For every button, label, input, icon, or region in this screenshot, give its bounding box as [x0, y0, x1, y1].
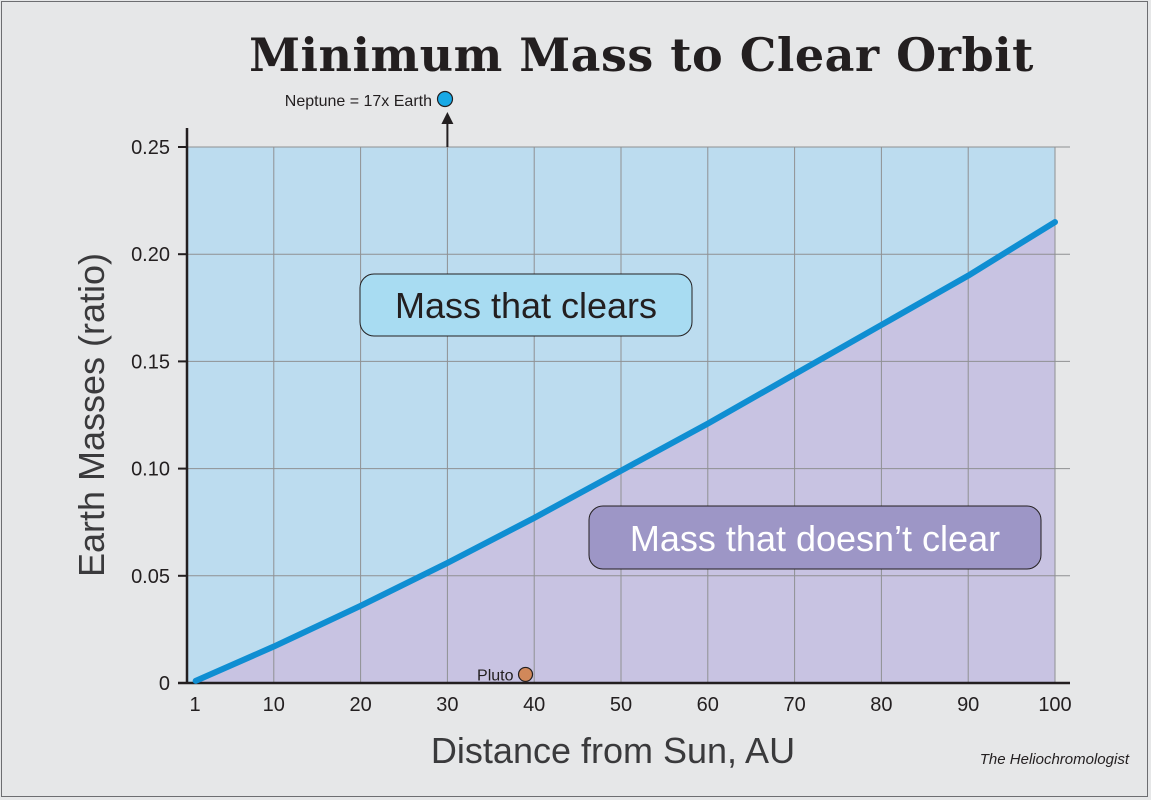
credit-label: The Heliochromologist — [979, 751, 1129, 768]
pluto-label: Pluto — [477, 667, 514, 684]
x-tick-label: 20 — [349, 694, 371, 716]
x-tick-label: 50 — [610, 694, 632, 716]
x-tick-label: 40 — [523, 694, 545, 716]
x-tick-label: 100 — [1038, 694, 1071, 716]
y-axis-title: Earth Masses (ratio) — [71, 253, 112, 577]
x-tick-label: 60 — [697, 694, 719, 716]
x-tick-label: 80 — [870, 694, 892, 716]
neptune-arrow-head — [441, 112, 454, 124]
x-axis-title: Distance from Sun, AU — [431, 730, 795, 771]
y-tick-label: 0.15 — [131, 351, 170, 373]
label-box-doesnt-clear — [588, 505, 1042, 570]
y-tick-label: 0.20 — [131, 244, 170, 266]
y-tick-label: 0 — [159, 673, 170, 695]
pluto-marker — [517, 666, 534, 683]
neptune-label: Neptune = 17x Earth — [285, 93, 432, 110]
x-tick-label: 70 — [783, 694, 805, 716]
chart-title: Minimum Mass to Clear Orbit — [249, 28, 1034, 82]
neptune-marker — [436, 90, 454, 108]
y-tick-label: 0.25 — [131, 137, 170, 159]
x-tick-label: 30 — [436, 694, 458, 716]
y-tick-label: 0.05 — [131, 566, 170, 588]
x-tick-label: 90 — [957, 694, 979, 716]
label-clears: Mass that clears — [395, 285, 657, 326]
x-tick-label: 10 — [263, 694, 285, 716]
y-tick-label: 0.10 — [131, 459, 170, 481]
x-tick-label: 1 — [189, 694, 200, 716]
series-line — [192, 219, 1058, 684]
label-box-clears — [359, 273, 693, 337]
label-doesnt-clear: Mass that doesn’t clear — [630, 518, 1000, 559]
